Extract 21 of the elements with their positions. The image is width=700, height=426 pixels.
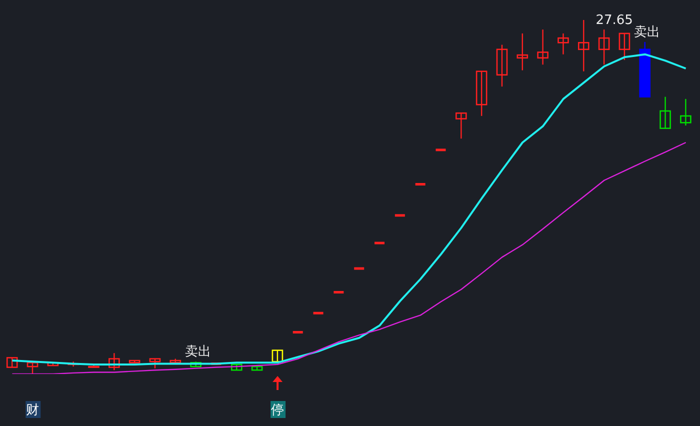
candlestick [618,32,630,61]
candlestick [6,357,18,368]
candlestick [558,32,569,55]
candlestick [537,28,548,66]
candlestick [578,20,590,72]
candlestick [598,28,610,66]
annotation: 27.65 [596,13,633,28]
candlestick [660,96,671,129]
annotation: 卖出 [184,344,211,360]
candlestick [680,98,692,126]
candlestick [26,362,38,374]
candlestick [516,32,528,71]
text: 财 [26,403,40,418]
candlestick [476,70,488,117]
text: 停 [271,403,284,418]
candlestick [456,112,467,140]
candlestick [149,358,161,369]
annotation: 卖出 [634,24,660,40]
candlestick [272,350,284,362]
candlestick [108,352,120,371]
candlestick [496,44,508,88]
